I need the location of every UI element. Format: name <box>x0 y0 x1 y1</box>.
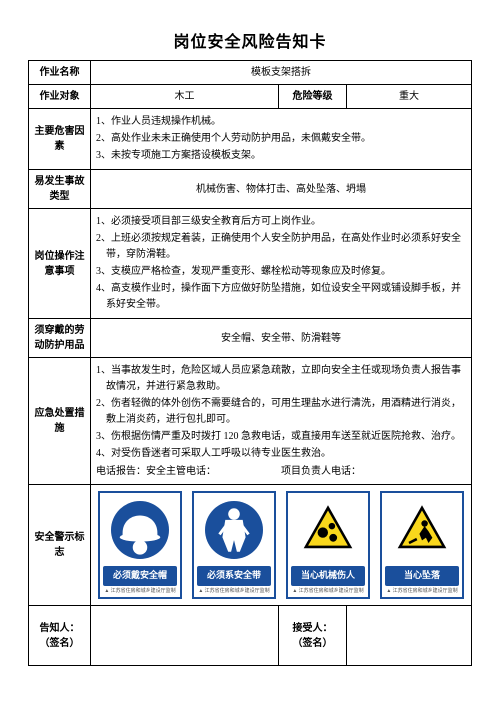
sign-text: 当心机械伤人 <box>291 566 365 586</box>
sign-footer: ▲ 江苏省住房和城乡建设厅监制 <box>100 588 180 598</box>
label-receiver: 接受人： （签名） <box>279 606 347 666</box>
list-item: 1、当事故发生时，危险区域人员应紧急疏散，立即向安全主任或现场负责人报告事故情况… <box>96 363 466 395</box>
value-ppe: 安全帽、安全带、防滑鞋等 <box>91 319 472 358</box>
sign-text: 必须系安全带 <box>197 566 271 586</box>
signs-container: 必须戴安全帽 ▲ 江苏省住房和城乡建设厅监制 必须系安全带 ▲ 江苏省住房和城乡建设厅… <box>91 485 472 606</box>
row-accident-type: 易发生事故类型 机械伤害、物体打击、高处坠落、坍塌 <box>29 170 472 209</box>
label-hazards: 主要危害因素 <box>29 109 91 170</box>
gears-icon <box>299 504 357 556</box>
label-accident-type: 易发生事故类型 <box>29 170 91 209</box>
list-item: 2、上班必须按规定着装，正确使用个人安全防护用品，在高处作业时必须系好安全带，穿… <box>96 231 466 263</box>
label-job-target: 作业对象 <box>29 85 91 109</box>
label-precautions: 岗位操作注意事项 <box>29 209 91 319</box>
value-job-target: 木工 <box>91 85 279 109</box>
value-job-name: 模板支架搭拆 <box>91 61 472 85</box>
list-item: 3、支模应严格检查，发现严重变形、螺栓松动等现象应及时修复。 <box>96 264 466 280</box>
sign-footer: ▲ 江苏省住房和城乡建设厅监制 <box>194 588 274 598</box>
informer-sign-area <box>91 606 279 666</box>
value-precautions: 1、必须接受项目部三级安全教育后方可上岗作业。2、上班必须按规定着装，正确使用个… <box>91 209 472 319</box>
row-job-name: 作业名称 模板支架搭拆 <box>29 61 472 85</box>
list-item: 3、未按专项施工方案搭设模板支架。 <box>96 148 466 164</box>
safety-sign: 当心机械伤人 ▲ 江苏省住房和城乡建设厅监制 <box>286 491 370 599</box>
fall-icon <box>393 504 451 556</box>
label-informer: 告知人： （签名） <box>29 606 91 666</box>
row-job-target: 作业对象 木工 危险等级 重大 <box>29 85 472 109</box>
list-item: 1、作业人员违规操作机械。 <box>96 114 466 130</box>
safety-sign: 必须戴安全帽 ▲ 江苏省住房和城乡建设厅监制 <box>98 491 182 599</box>
label-emergency: 应急处置措施 <box>29 358 91 485</box>
value-accident-type: 机械伤害、物体打击、高处坠落、坍塌 <box>91 170 472 209</box>
label-job-name: 作业名称 <box>29 61 91 85</box>
label-risk-level: 危险等级 <box>279 85 347 109</box>
safety-sign: 必须系安全带 ▲ 江苏省住房和城乡建设厅监制 <box>192 491 276 599</box>
list-item: 4、高支模作业时，操作面下方应做好防坠措施，如位设安全平网或铺设脚手板，并系好安… <box>96 281 466 313</box>
harness-icon <box>205 501 263 559</box>
contact-right: 项目负责人电话： <box>281 464 466 480</box>
label-ppe: 须穿戴的劳动防护用品 <box>29 319 91 358</box>
value-emergency: 1、当事故发生时，危险区域人员应紧急疏散，立即向安全主任或现场负责人报告事故情况… <box>91 358 472 485</box>
main-table: 作业名称 模板支架搭拆 作业对象 木工 危险等级 重大 主要危害因素 1、作业人… <box>28 60 472 666</box>
row-ppe: 须穿戴的劳动防护用品 安全帽、安全带、防滑鞋等 <box>29 319 472 358</box>
list-item: 2、高处作业未未正确使用个人劳动防护用品，未佩戴安全带。 <box>96 131 466 147</box>
doc-title: 岗位安全风险告知卡 <box>28 28 472 52</box>
list-item: 2、伤者轻微的体外创伤不需要缝合的，可用生理盐水进行清洗，用酒精进行消炎，敷上消… <box>96 396 466 428</box>
row-signs: 安全警示标志 必须戴安全帽 ▲ 江苏省住房和城乡建设厅监制 必须系安全带 ▲ 江苏省住… <box>29 485 472 606</box>
list-item: 3、伤根据伤情严重及时拨打 120 急救电话，或直接用车送至就近医院抢救、治疗。 <box>96 429 466 445</box>
list-item: 1、必须接受项目部三级安全教育后方可上岗作业。 <box>96 214 466 230</box>
row-hazards: 主要危害因素 1、作业人员违规操作机械。2、高处作业未未正确使用个人劳动防护用品… <box>29 109 472 170</box>
sign-footer: ▲ 江苏省住房和城乡建设厅监制 <box>382 588 462 598</box>
row-precautions: 岗位操作注意事项 1、必须接受项目部三级安全教育后方可上岗作业。2、上班必须按规… <box>29 209 472 319</box>
label-signs: 安全警示标志 <box>29 485 91 606</box>
sign-text: 当心坠落 <box>385 566 459 586</box>
value-risk-level: 重大 <box>347 85 472 109</box>
receiver-sign-area <box>347 606 472 666</box>
sign-footer: ▲ 江苏省住房和城乡建设厅监制 <box>288 588 368 598</box>
row-signatures: 告知人： （签名） 接受人： （签名） <box>29 606 472 666</box>
safety-sign: 当心坠落 ▲ 江苏省住房和城乡建设厅监制 <box>380 491 464 599</box>
list-item: 4、对受伤昏迷者可采取人工呼吸以待专业医生救治。 <box>96 446 466 462</box>
contact-left: 电话报告：安全主管电话： <box>96 464 281 480</box>
value-hazards: 1、作业人员违规操作机械。2、高处作业未未正确使用个人劳动防护用品，未佩戴安全带… <box>91 109 472 170</box>
helmet-icon <box>111 501 169 559</box>
sign-text: 必须戴安全帽 <box>103 566 177 586</box>
row-emergency: 应急处置措施 1、当事故发生时，危险区域人员应紧急疏散，立即向安全主任或现场负责… <box>29 358 472 485</box>
